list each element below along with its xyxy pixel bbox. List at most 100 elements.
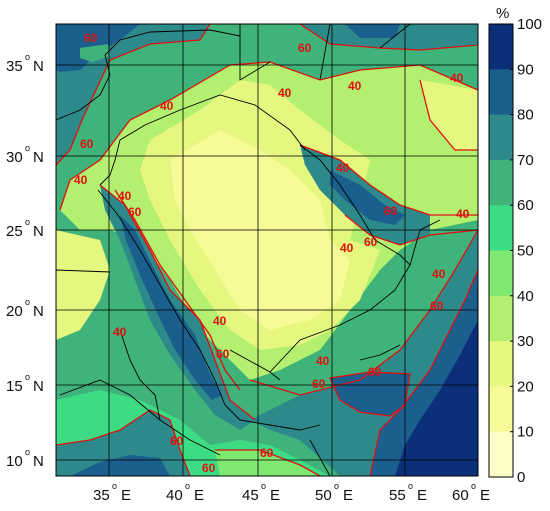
svg-text:20: 20 bbox=[6, 303, 23, 320]
lon-label: 60 o E bbox=[452, 481, 490, 504]
contour-line bbox=[215, 449, 321, 476]
svg-text:N: N bbox=[33, 58, 44, 75]
contour-label: 40 bbox=[118, 189, 132, 203]
contour-lines bbox=[56, 24, 478, 476]
lon-label: 35 o E bbox=[93, 481, 131, 504]
country-borders bbox=[56, 24, 441, 476]
longitude-labels: 35 o E 40 o E 45 o E 50 o E 55 o E 60 o … bbox=[93, 481, 490, 504]
lon-label: 45 o E bbox=[242, 481, 280, 504]
colorbar-tick-label: 80 bbox=[517, 107, 534, 124]
colorbar-band bbox=[489, 114, 513, 161]
cyprus-zone bbox=[80, 44, 110, 62]
colorbar-tick-label: 20 bbox=[517, 378, 534, 395]
lat-label: 25 o N bbox=[6, 217, 44, 240]
border-line bbox=[309, 439, 331, 476]
border-line bbox=[56, 269, 111, 273]
svg-text:50: 50 bbox=[315, 487, 332, 504]
contour-label: 40 bbox=[340, 241, 354, 255]
colorbar-tick-label: 10 bbox=[517, 424, 534, 441]
arabian-sea-darkest-zone bbox=[395, 320, 478, 476]
contour-label: 60 bbox=[80, 137, 94, 151]
border-line bbox=[359, 344, 401, 361]
svg-text:E: E bbox=[480, 487, 490, 504]
contour-line bbox=[329, 371, 411, 417]
svg-text:40: 40 bbox=[166, 487, 183, 504]
svg-text:35: 35 bbox=[93, 487, 110, 504]
contour-label: 60 bbox=[84, 31, 98, 45]
colorbar-band bbox=[489, 24, 513, 70]
lat-label: 30 o N bbox=[6, 143, 44, 166]
svg-text:E: E bbox=[270, 487, 280, 504]
colorbar-tick-label: 100 bbox=[517, 16, 542, 33]
colorbar-band bbox=[489, 159, 513, 206]
svg-text:o: o bbox=[25, 297, 30, 307]
contour-line bbox=[249, 229, 478, 396]
border-line bbox=[299, 144, 441, 266]
border-line bbox=[99, 124, 146, 186]
svg-text:55: 55 bbox=[389, 487, 406, 504]
svg-text:o: o bbox=[334, 481, 339, 491]
border-line bbox=[229, 349, 281, 381]
svg-text:60: 60 bbox=[452, 487, 469, 504]
colorbar-band bbox=[489, 386, 513, 433]
svg-text:o: o bbox=[112, 481, 117, 491]
svg-text:o: o bbox=[25, 447, 30, 457]
contour-label: 60 bbox=[298, 41, 312, 55]
contour-label: 40 bbox=[316, 354, 330, 368]
contour-label: 40 bbox=[456, 207, 470, 221]
colorbar-band bbox=[489, 250, 513, 297]
horn-africa-dry-zone bbox=[215, 450, 320, 476]
colorbar-band bbox=[489, 69, 513, 116]
svg-text:o: o bbox=[408, 481, 413, 491]
map-plot: 60 40 60 40 40 40 40 40 60 60 40 40 40 4… bbox=[56, 24, 478, 476]
lat-label: 15 o N bbox=[6, 372, 44, 395]
svg-text:30: 30 bbox=[6, 149, 23, 166]
contour-label: 60 bbox=[368, 365, 382, 379]
colorbar-tick-label: 40 bbox=[517, 288, 534, 305]
contour-line bbox=[344, 214, 478, 246]
colorbar-tick-label: 50 bbox=[517, 243, 534, 260]
svg-text:N: N bbox=[33, 453, 44, 470]
contour-label: 60 bbox=[430, 299, 444, 313]
svg-text:E: E bbox=[343, 487, 353, 504]
colorbar-unit: % bbox=[496, 5, 509, 22]
contour-line bbox=[56, 409, 191, 476]
graticule bbox=[56, 24, 478, 476]
contour-line bbox=[419, 79, 478, 151]
svg-text:45: 45 bbox=[242, 487, 259, 504]
lat-label: 35 o N bbox=[6, 52, 44, 75]
svg-text:o: o bbox=[25, 372, 30, 382]
lat-label: 10 o N bbox=[6, 447, 44, 470]
desert-east-zone bbox=[420, 80, 478, 150]
svg-text:o: o bbox=[25, 217, 30, 227]
contour-label: 40 bbox=[450, 71, 464, 85]
contour-line bbox=[369, 269, 478, 476]
contour-label: 60 bbox=[170, 434, 184, 448]
border-line bbox=[97, 189, 241, 421]
contour-label: 60 bbox=[216, 347, 230, 361]
contour-label: 60 bbox=[202, 461, 216, 475]
contour-label: 40 bbox=[336, 161, 350, 175]
svg-text:35: 35 bbox=[6, 58, 23, 75]
map-frame bbox=[55, 23, 479, 477]
border-line bbox=[239, 24, 271, 81]
svg-text:E: E bbox=[194, 487, 204, 504]
contour-label: 60 bbox=[260, 446, 274, 460]
svg-text:25: 25 bbox=[6, 223, 23, 240]
border-line bbox=[239, 419, 321, 431]
latitude-labels: 35 o N 30 o N 25 o N 20 o N 15 o N 10 o … bbox=[6, 52, 44, 470]
svg-text:o: o bbox=[261, 481, 266, 491]
svg-text:N: N bbox=[33, 149, 44, 166]
lat-label: 20 o N bbox=[6, 297, 44, 320]
lon-label: 50 o E bbox=[315, 481, 353, 504]
lon-label: 40 o E bbox=[166, 481, 204, 504]
west-coast-desert bbox=[56, 230, 110, 340]
colorbar-band bbox=[489, 341, 513, 387]
contour-line bbox=[56, 24, 211, 166]
svg-text:15: 15 bbox=[6, 378, 23, 395]
contour-label: 60 bbox=[128, 205, 142, 219]
svg-text:o: o bbox=[185, 481, 190, 491]
border-line bbox=[319, 24, 331, 81]
contour-label: 40 bbox=[348, 79, 362, 93]
svg-text:N: N bbox=[33, 303, 44, 320]
